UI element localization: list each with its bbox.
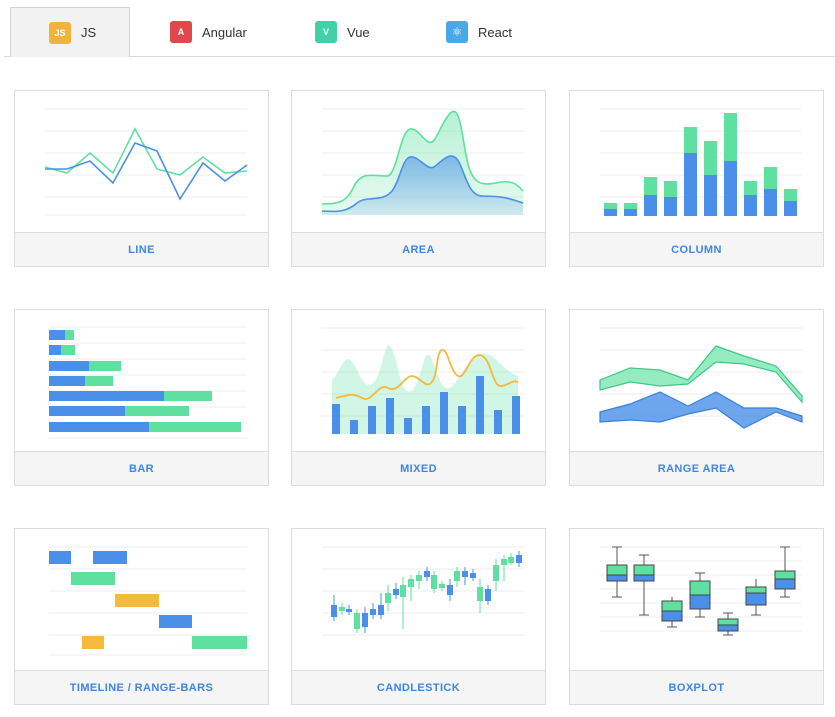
column-chart-thumbnail — [570, 91, 823, 232]
card-area-label: AREA — [292, 232, 545, 266]
card-bar-label: BAR — [15, 451, 268, 485]
card-column[interactable]: COLUMN — [569, 90, 824, 267]
boxplot-chart-thumbnail — [570, 529, 823, 670]
vue-icon: V — [315, 21, 337, 43]
chart-type-tabbar: JS JS A Angular V Vue ⚛ React — [0, 0, 835, 57]
tab-js[interactable]: JS JS — [10, 7, 130, 57]
card-boxplot[interactable]: BOXPLOT — [569, 528, 824, 705]
tab-js-label: JS — [81, 25, 97, 40]
card-mixed-label: MIXED — [292, 451, 545, 485]
card-timeline[interactable]: TIMELINE / RANGE-BARS — [14, 528, 269, 705]
range-area-chart-thumbnail — [570, 310, 823, 451]
tab-react-label: React — [478, 24, 512, 40]
js-icon: JS — [49, 21, 71, 44]
card-column-label: COLUMN — [570, 232, 823, 266]
tab-angular[interactable]: A Angular — [170, 7, 280, 57]
react-icon: ⚛ — [446, 21, 468, 43]
card-boxplot-label: BOXPLOT — [570, 670, 823, 704]
tab-angular-label: Angular — [202, 24, 247, 40]
card-range-area[interactable]: RANGE AREA — [569, 309, 824, 486]
line-chart-thumbnail — [15, 91, 268, 232]
card-bar[interactable]: BAR — [14, 309, 269, 486]
tab-react[interactable]: ⚛ React — [446, 7, 536, 57]
area-chart-thumbnail — [292, 91, 545, 232]
timeline-chart-thumbnail — [15, 529, 268, 670]
tab-vue-label: Vue — [347, 24, 370, 40]
card-line-label: LINE — [15, 232, 268, 266]
mixed-chart-thumbnail — [292, 310, 545, 451]
angular-icon: A — [170, 21, 192, 43]
card-area[interactable]: AREA — [291, 90, 546, 267]
card-mixed[interactable]: MIXED — [291, 309, 546, 486]
card-range-area-label: RANGE AREA — [570, 451, 823, 485]
bar-chart-thumbnail — [15, 310, 268, 451]
card-candlestick-label: CANDLESTICK — [292, 670, 545, 704]
tabbar-divider — [4, 56, 835, 57]
tab-vue[interactable]: V Vue — [315, 7, 405, 57]
card-timeline-label: TIMELINE / RANGE-BARS — [15, 670, 268, 704]
card-candlestick[interactable]: CANDLESTICK — [291, 528, 546, 705]
card-line[interactable]: LINE — [14, 90, 269, 267]
candlestick-chart-thumbnail — [292, 529, 545, 670]
